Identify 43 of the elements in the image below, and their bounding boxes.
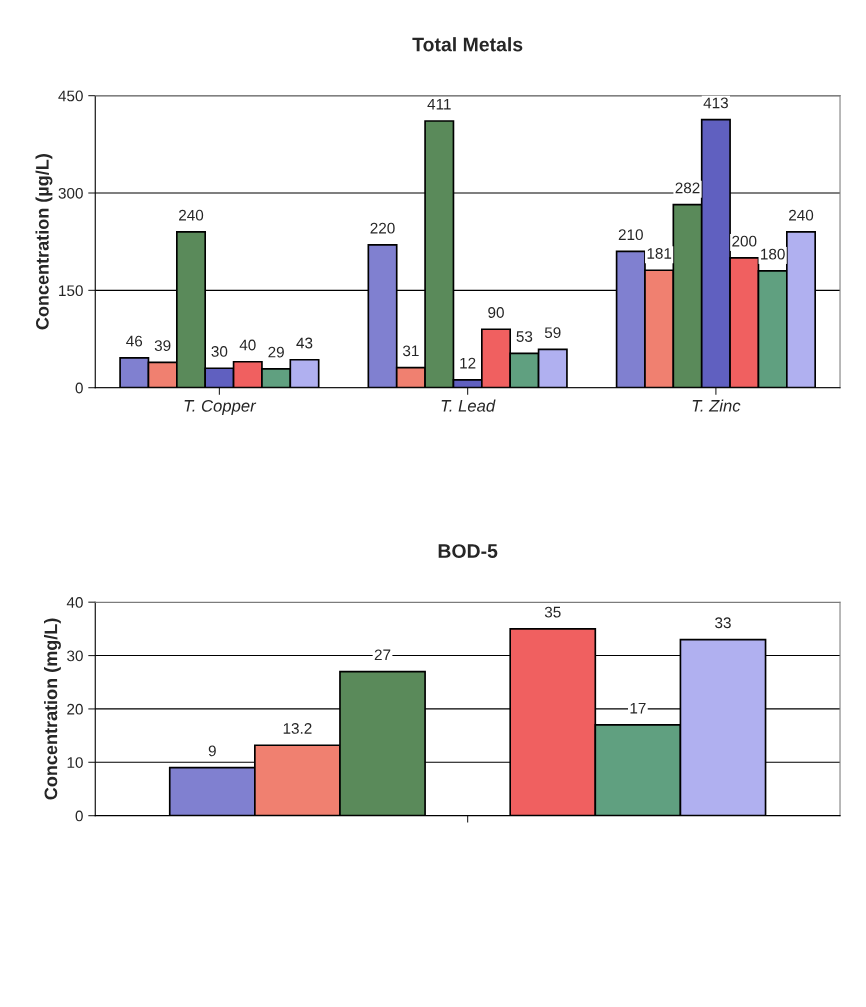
y-tick-label: 150 xyxy=(59,285,83,297)
y-tick-label: 450 xyxy=(58,90,83,102)
data-label: 40 xyxy=(239,339,256,351)
data-label: 9 xyxy=(208,745,216,757)
data-label: 33 xyxy=(715,617,731,629)
data-label: 200 xyxy=(732,235,757,247)
data-label: 53 xyxy=(516,331,533,342)
y-tick-label: 0 xyxy=(75,810,83,822)
y-tick-label: 300 xyxy=(58,187,83,199)
y-tick-label: 0 xyxy=(75,382,83,394)
data-label: 12 xyxy=(460,357,476,369)
data-label: 180 xyxy=(761,248,785,260)
y-tick-label: 10 xyxy=(67,757,83,768)
data-label: 35 xyxy=(544,606,561,618)
data-label: 46 xyxy=(126,335,143,347)
y-axis-title: Concentration (mg/L) xyxy=(44,618,61,800)
data-label: 413 xyxy=(703,97,728,109)
data-label: 43 xyxy=(296,337,313,349)
data-label: 30 xyxy=(211,346,228,357)
data-label: 31 xyxy=(402,345,419,357)
data-label: 17 xyxy=(630,702,646,714)
x-tick-label: T. Zinc xyxy=(692,399,741,412)
x-tick-label: T. Lead xyxy=(441,399,496,412)
data-label: 90 xyxy=(488,307,504,318)
x-tick-label: T. Copper xyxy=(184,399,257,416)
data-label: 29 xyxy=(268,346,284,358)
y-tick-label: 40 xyxy=(66,597,83,608)
data-label: 59 xyxy=(544,327,561,339)
y-axis-title: Concentration (µg/L) xyxy=(35,154,53,330)
data-label: 181 xyxy=(647,248,672,259)
data-label: 220 xyxy=(370,222,395,234)
data-label: 282 xyxy=(675,182,700,194)
chart-title: Total Metals xyxy=(412,37,523,52)
data-label: 39 xyxy=(154,340,171,352)
data-label: 13.2 xyxy=(283,723,312,734)
data-label: 240 xyxy=(179,209,204,221)
y-tick-label: 20 xyxy=(67,703,83,715)
chart-title: BOD-5 xyxy=(438,544,498,558)
data-label: 240 xyxy=(789,209,814,221)
data-label: 210 xyxy=(618,229,643,241)
y-tick-label: 30 xyxy=(67,650,83,662)
data-label: 411 xyxy=(427,98,451,110)
data-label: 27 xyxy=(374,649,391,661)
